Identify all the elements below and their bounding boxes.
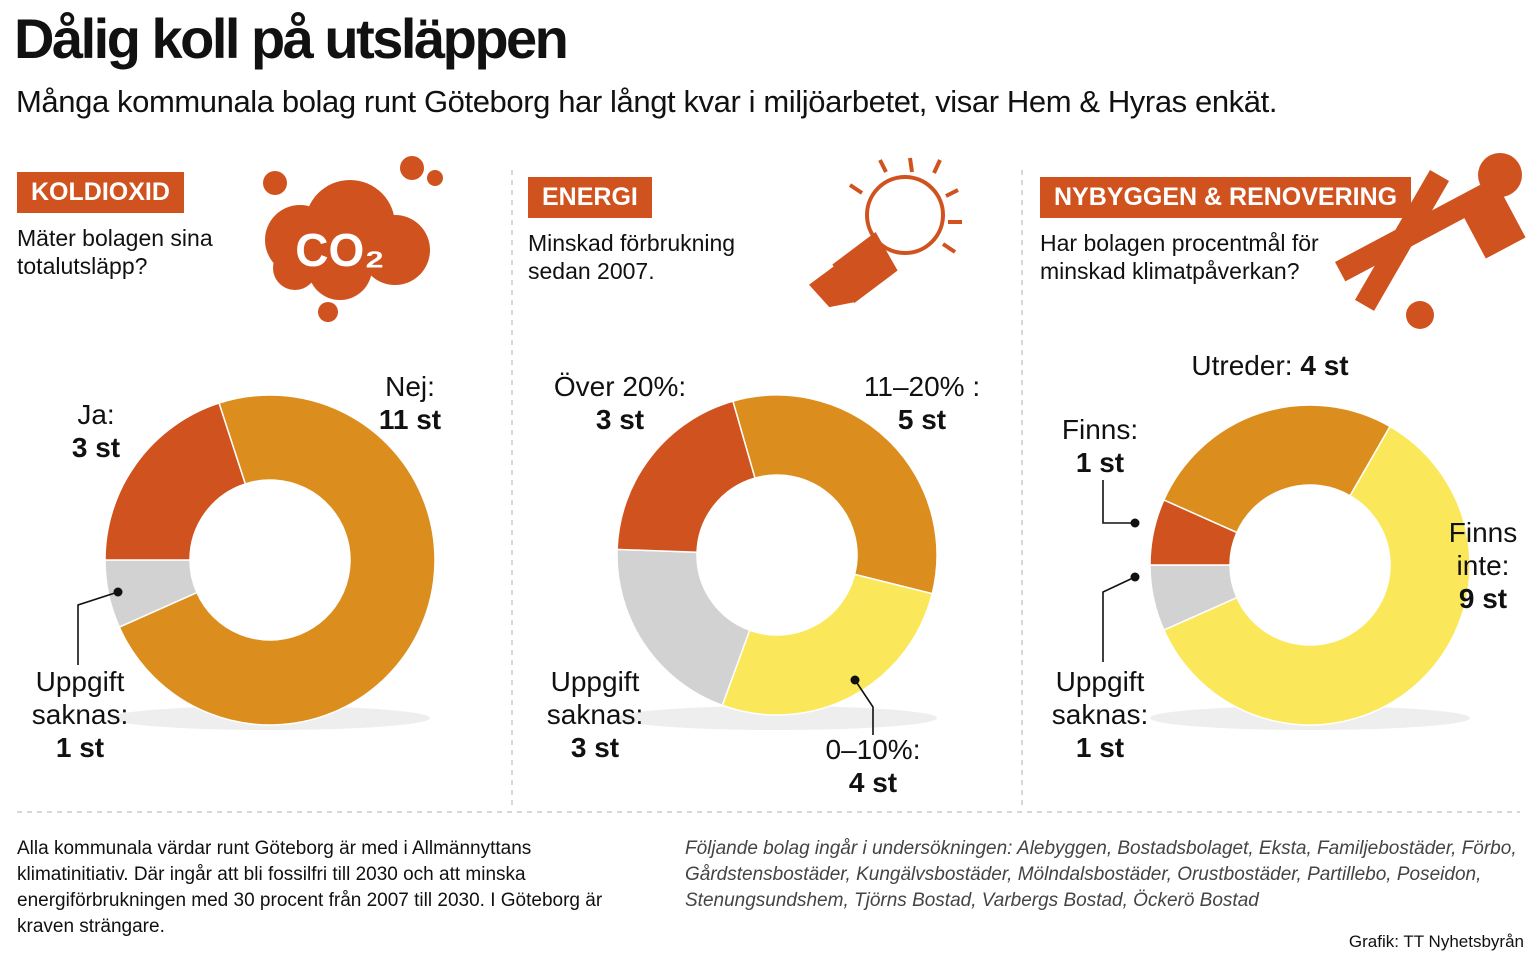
category-label: Uppgift saknas: (1051, 666, 1149, 730)
footnote: Alla kommunala värdar runt Göteborg är m… (17, 838, 603, 937)
donuts (104, 394, 1471, 726)
company-list: Följande bolag ingår i undersökningen: A… (685, 838, 1517, 911)
category-label: Uppgift saknas: (31, 666, 129, 730)
value-label: 1 st (55, 732, 105, 763)
donut-slice (1162, 404, 1392, 534)
category-label: Nej: (385, 371, 435, 402)
section-tag: ENERGI (528, 177, 652, 218)
value-label: 9 st (1458, 583, 1508, 614)
category-label: Över 20%: (553, 371, 687, 402)
credit: Grafik: TT Nyhetsbyrån (1348, 932, 1524, 951)
question: Minskad förbrukning sedan 2007. (528, 230, 736, 284)
slice-label: Över 20%: 3 st (535, 370, 705, 436)
category-label: Finns inte: (1448, 517, 1518, 581)
value-label: 11 st (378, 404, 442, 435)
slice-label: Nej: 11 st (365, 370, 455, 436)
category-label: Ja: (77, 399, 115, 430)
slice-label: Uppgift saknas: 1 st (1035, 665, 1165, 764)
slice-label: Finns inte: 9 st (1443, 516, 1523, 615)
donut-slice (721, 573, 934, 716)
slice-label: 11–20% :5 st (847, 370, 997, 436)
icon-label: CO₂ (295, 224, 384, 276)
shadow (617, 706, 937, 730)
slice-label: 0–10%: 4 st (803, 733, 943, 799)
value-label: 4 st (848, 767, 898, 798)
category-label: 0–10%: (825, 734, 921, 765)
leader-lines (77, 480, 1136, 735)
category-label: Utreder: (1191, 350, 1293, 381)
value-label: 1 st (1075, 732, 1125, 763)
value-label: 3 st (570, 732, 620, 763)
value-label: 4 st (1300, 350, 1349, 381)
slice-label: Uppgift saknas: 3 st (530, 665, 660, 764)
title: Dålig koll på utsläppen (14, 7, 569, 70)
category-label: Finns: (1061, 414, 1139, 445)
tools-icon (1335, 153, 1526, 329)
slice-label: Finns: 1 st (1055, 413, 1145, 479)
slice-label: Utreder: 4 st (1150, 349, 1390, 382)
question: Har bolagen procentmål för minskad klima… (1040, 230, 1319, 284)
slice-label: Uppgift saknas: 1 st (15, 665, 145, 764)
separators (17, 170, 1520, 813)
slice-label: Ja: 3 st (56, 398, 136, 464)
co2-icon: CO₂ (263, 156, 443, 322)
donut-slice (616, 400, 756, 553)
donut-slice (1162, 425, 1471, 726)
category-label: 11–20% : (863, 371, 981, 402)
bulb-icon (809, 157, 962, 308)
value-label: 5 st (897, 404, 947, 435)
subtitle: Många kommunala bolag runt Göteborg har … (16, 84, 1278, 119)
donut-slice (118, 394, 436, 726)
value-label: 3 st (595, 404, 645, 435)
value-label: 3 st (71, 432, 121, 463)
donut-slice (104, 402, 247, 561)
question: Mäter bolagen sina totalutsläpp? (17, 225, 213, 279)
section-tag: NYBYGGEN & RENOVERING (1040, 177, 1412, 218)
leader-dots (113, 518, 1140, 685)
donut-slice (616, 548, 751, 707)
donut-slice (731, 394, 938, 595)
category-label: Uppgift saknas: (546, 666, 644, 730)
value-label: 1 st (1075, 447, 1125, 478)
section-tag: KOLDIOXID (17, 172, 184, 213)
